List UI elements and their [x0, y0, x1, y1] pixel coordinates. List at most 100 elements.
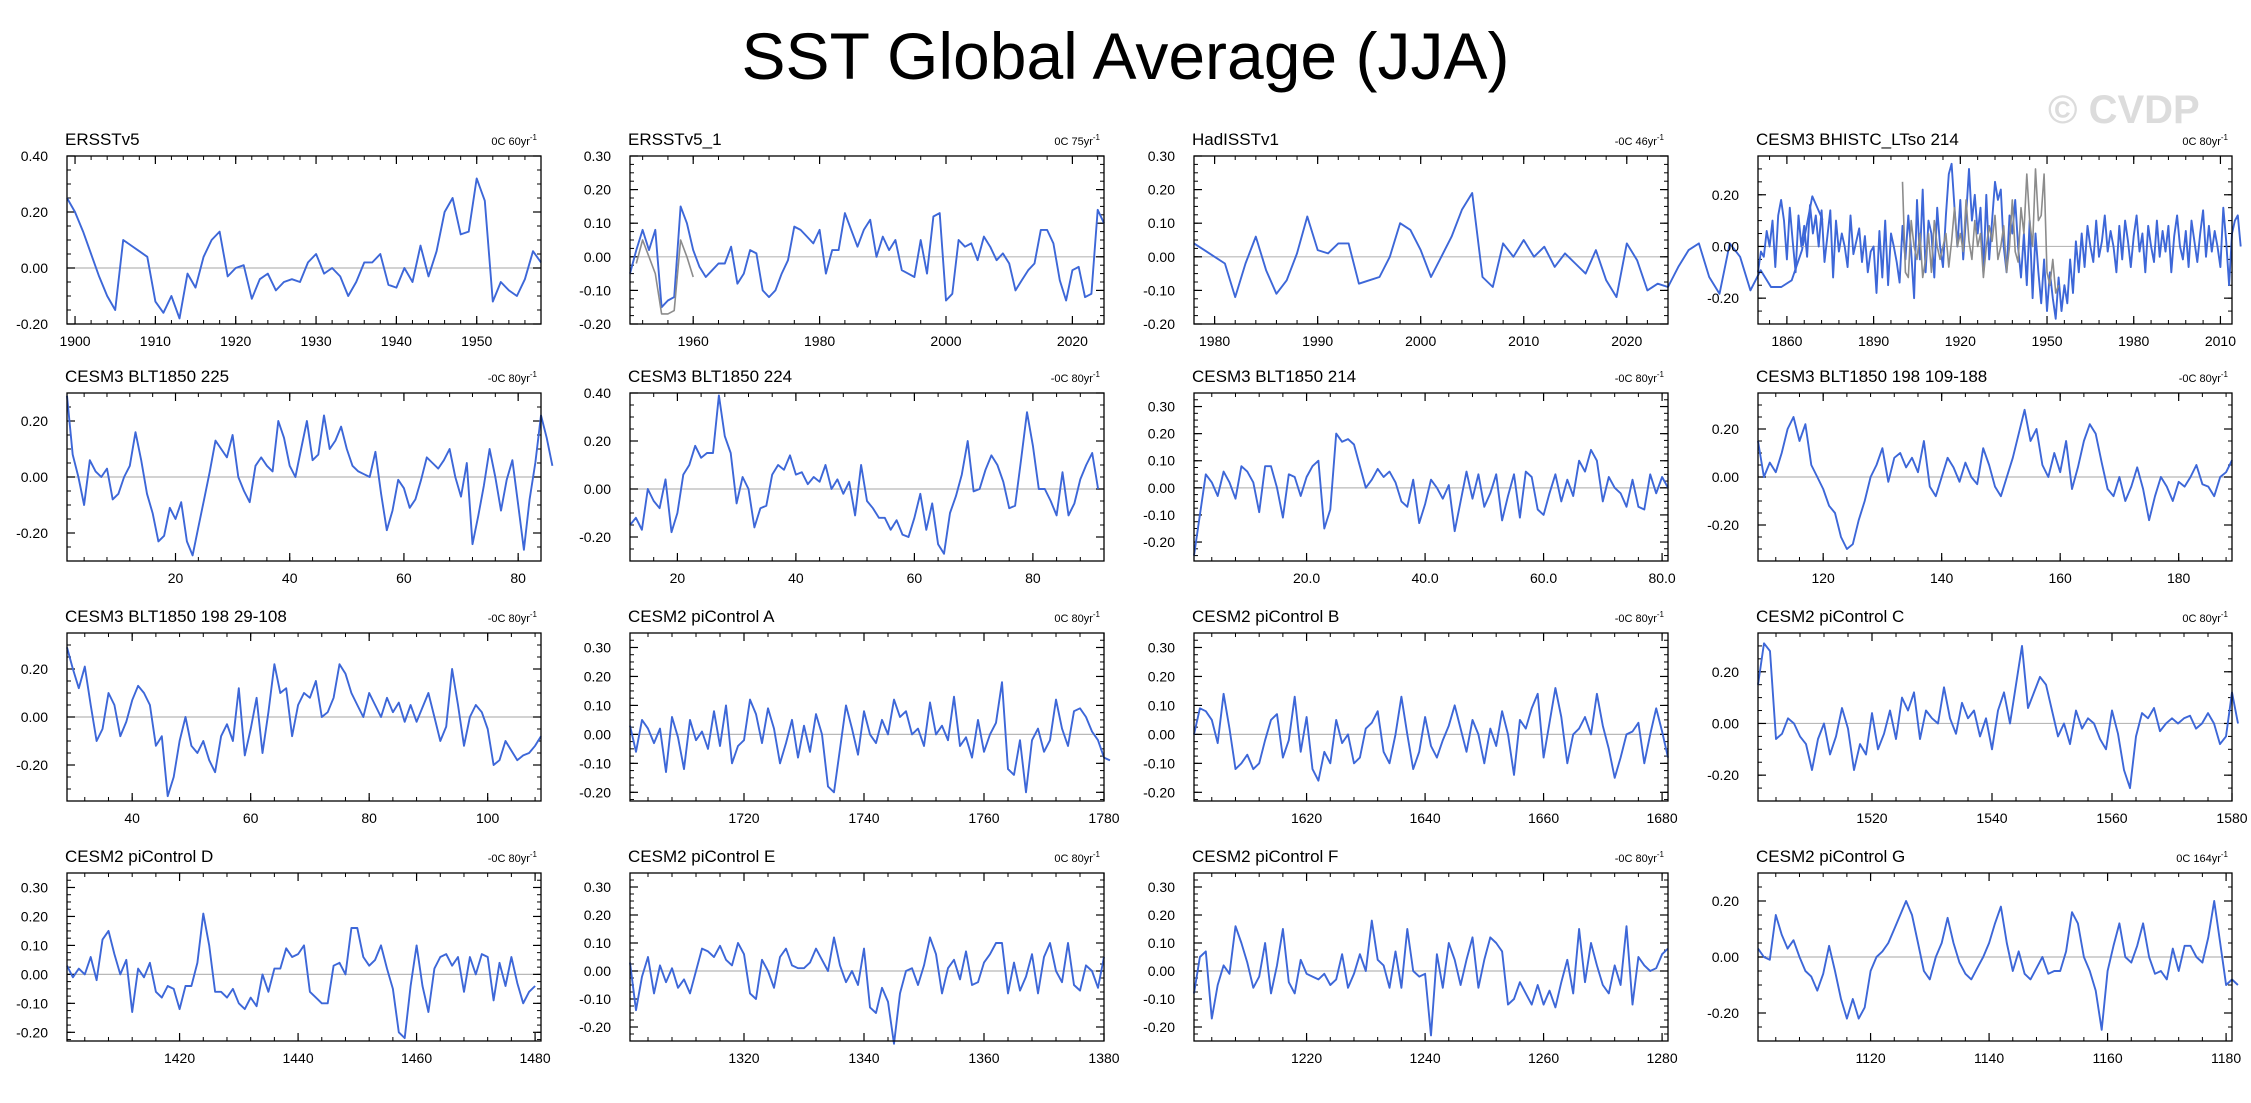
- x-tick-label: 1160: [2093, 1050, 2123, 1066]
- y-tick-label: 0.20: [1712, 664, 1739, 680]
- y-tick-label: 0.30: [584, 879, 611, 895]
- y-tick-label: -0.20: [1143, 316, 1175, 332]
- y-tick-label: 0.00: [21, 709, 48, 725]
- x-tick-label: 1950: [461, 333, 492, 349]
- y-tick-label: -0.10: [1143, 507, 1175, 523]
- data-series-line: [1757, 408, 2233, 550]
- panel-trend-exponent: -1: [2221, 850, 2229, 859]
- panel-trend: -0C 80yr-1: [1615, 850, 1665, 865]
- panel-trend-exponent: -1: [1093, 850, 1101, 859]
- panel-trend: -0C 80yr-1: [488, 850, 538, 865]
- panel-trend: 0C 75yr-1: [1054, 133, 1100, 148]
- y-tick-label: 0.30: [584, 639, 611, 655]
- y-tick-label: 0.20: [584, 907, 611, 923]
- x-tick-label: 1980: [1199, 333, 1230, 349]
- x-tick-label: 1380: [1088, 1050, 1119, 1066]
- y-tick-label: 0.00: [1712, 949, 1739, 965]
- data-series-line: [629, 394, 1100, 555]
- y-tick-label: 0.10: [1148, 453, 1175, 469]
- x-tick-label: 1240: [1409, 1050, 1440, 1066]
- x-tick-label: 1740: [848, 810, 879, 826]
- panel-trend-exponent: -1: [2221, 370, 2229, 379]
- x-tick-label: 20: [670, 570, 686, 586]
- chart-panel: ERSSTv5_1 0C 75yr-1 -0.20 -0.10 0.00 0.10 0.20…: [579, 130, 1105, 349]
- x-tick-label: 160: [2048, 570, 2072, 586]
- chart-panel: CESM2 piControl C 0C 80yr-1 -0.20 0.00 0.20 1…: [1707, 607, 2248, 826]
- x-tick-label: 140: [1930, 570, 1954, 586]
- chart-panel: CESM2 piControl F -0C 80yr-1 -0.20 -0.10 0.0…: [1143, 847, 1678, 1066]
- x-tick-label: 1520: [1856, 810, 1887, 826]
- x-tick-label: 40: [282, 570, 298, 586]
- panel-trend-exponent: -1: [1657, 610, 1665, 619]
- x-tick-label: 1560: [2096, 810, 2127, 826]
- y-tick-label: 0.20: [21, 413, 48, 429]
- chart-panel: CESM2 piControl G 0C 164yr-1 -0.20 0.00 0.20…: [1707, 847, 2241, 1066]
- chart-panel: CESM2 piControl B -0C 80yr-1 -0.20 -0.10 0.0…: [1143, 607, 1678, 826]
- panel-trend-exponent: -1: [530, 610, 538, 619]
- panel-trend-exponent: -1: [1093, 370, 1101, 379]
- plot-frame: [629, 392, 1105, 562]
- x-tick-label: 2000: [1405, 333, 1436, 349]
- x-tick-label: 60: [907, 570, 923, 586]
- x-tick-label: 80: [510, 570, 526, 586]
- plot-frame: [66, 632, 542, 802]
- data-series-line: [66, 395, 554, 557]
- x-tick-label: 60: [243, 810, 259, 826]
- panel-trend: -0C 80yr-1: [2179, 370, 2229, 385]
- data-series-line: [629, 681, 1111, 794]
- panel-trend-exponent: -1: [1657, 850, 1665, 859]
- x-tick-label: 60.0: [1530, 570, 1557, 586]
- y-tick-label: 0.00: [584, 963, 611, 979]
- y-tick-label: -0.20: [579, 316, 611, 332]
- y-tick-label: 0.00: [21, 260, 48, 276]
- y-tick-label: 0.00: [584, 726, 611, 742]
- panel-trend: 0C 80yr-1: [1054, 610, 1100, 625]
- x-tick-label: 40: [124, 810, 140, 826]
- data-series-line: [66, 912, 536, 1040]
- y-tick-label: 0.20: [1712, 893, 1739, 909]
- plot-frame: [629, 632, 1105, 802]
- plot-frame: [1757, 155, 2233, 325]
- x-tick-label: 1440: [282, 1050, 313, 1066]
- chart-panel: CESM2 piControl D -0C 80yr-1 -0.20 -0.10 0.0…: [16, 847, 551, 1066]
- y-tick-label: 0.20: [1148, 668, 1175, 684]
- data-series-line: [66, 177, 542, 320]
- y-tick-label: 0.00: [1712, 715, 1739, 731]
- y-tick-label: -0.20: [16, 1024, 48, 1040]
- y-tick-label: -0.10: [16, 995, 48, 1011]
- x-tick-label: 20.0: [1293, 570, 1320, 586]
- x-tick-label: 1260: [1528, 1050, 1559, 1066]
- y-tick-label: 0.10: [1148, 215, 1175, 231]
- x-tick-label: 1680: [1646, 810, 1677, 826]
- x-tick-label: 1460: [401, 1050, 432, 1066]
- y-tick-label: -0.10: [579, 991, 611, 1007]
- y-tick-label: 0.30: [584, 148, 611, 164]
- plot-frame: [66, 155, 542, 325]
- plot-frame: [629, 872, 1105, 1042]
- x-tick-label: 1340: [848, 1050, 879, 1066]
- x-tick-label: 1980: [804, 333, 835, 349]
- y-tick-label: 0.30: [1148, 879, 1175, 895]
- chart-panel: HadISSTv1 -0C 46yr-1 -0.20 -0.10 0.00 0.10 0.2…: [1143, 130, 1824, 349]
- y-tick-label: -0.20: [1707, 1005, 1739, 1021]
- panel-title: CESM3 BLT1850 198 29-108: [65, 607, 287, 626]
- plot-frame: [1757, 392, 2233, 562]
- x-tick-label: 1990: [1302, 333, 1333, 349]
- panel-trend-exponent: -1: [1657, 133, 1665, 142]
- x-tick-label: 1180: [2211, 1050, 2241, 1066]
- plot-frame: [1193, 392, 1669, 562]
- x-tick-label: 2010: [2205, 333, 2236, 349]
- panel-trend-exponent: -1: [1093, 610, 1101, 619]
- x-tick-label: 2020: [1611, 333, 1642, 349]
- y-tick-label: 0.30: [1148, 639, 1175, 655]
- panel-trend: 0C 164yr-1: [2176, 850, 2228, 865]
- x-tick-label: 1660: [1528, 810, 1559, 826]
- x-tick-label: 1580: [2216, 810, 2247, 826]
- y-tick-label: 0.20: [584, 182, 611, 198]
- panel-title: CESM3 BHISTC_LTso 214: [1756, 130, 1959, 149]
- y-tick-label: -0.10: [1143, 991, 1175, 1007]
- panel-title: HadISSTv1: [1192, 130, 1279, 149]
- chart-panel: CESM2 piControl E 0C 80yr-1 -0.20 -0.10 0.00…: [579, 847, 1120, 1066]
- data-series-line: [1193, 432, 1669, 556]
